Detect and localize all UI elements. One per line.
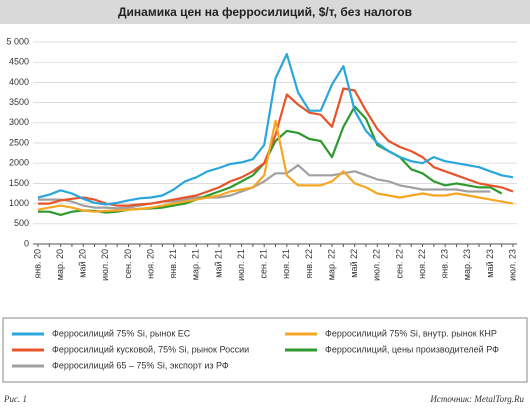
y-tick-label: 4500	[9, 57, 29, 67]
y-tick-label: 5 000	[6, 36, 29, 46]
x-tick-label: мар. 20	[55, 249, 65, 280]
y-tick-label: 2000	[9, 158, 29, 168]
x-tick-label: май 21	[213, 249, 223, 278]
source: Источник: MetalTorg.Ru	[429, 394, 524, 404]
x-tick-label: янв. 23	[440, 249, 450, 279]
x-tick-label: сен. 21	[259, 249, 269, 279]
x-tick-label: мар. 22	[326, 249, 336, 280]
legend-label: Ферросилиций, цены производителей РФ	[325, 344, 499, 354]
y-tick-label: 4000	[9, 77, 29, 87]
y-tick-label: 500	[14, 218, 29, 228]
header-bar	[0, 0, 530, 24]
x-tick-label: май 23	[485, 249, 495, 278]
x-tick-label: ноя. 20	[145, 249, 155, 279]
x-tick-label: ноя. 22	[417, 249, 427, 279]
y-tick-label: 3500	[9, 97, 29, 107]
series-line	[38, 87, 514, 207]
x-tick-label: янв. 20	[32, 249, 42, 279]
x-tick-label: июл. 22	[372, 249, 382, 281]
x-tick-label: янв. 21	[168, 249, 178, 279]
x-tick-label: мар. 21	[191, 249, 201, 280]
x-tick-label: май 22	[349, 249, 359, 278]
legend-label: Ферросилиций 75% Si, внутр. рынок КНР	[325, 328, 497, 338]
y-tick-label: 1500	[9, 178, 29, 188]
legend-label: Ферросилиций кусковой, 75% Si, рынок Рос…	[52, 344, 249, 354]
y-tick-label: 1000	[9, 198, 29, 208]
x-tick-label: мар. 23	[462, 249, 472, 280]
x-tick-label: июл. 20	[100, 249, 110, 281]
x-tick-label: янв. 22	[304, 249, 314, 279]
x-tick-label: июл. 21	[236, 249, 246, 281]
y-tick-label: 2500	[9, 137, 29, 147]
y-tick-label: 0	[24, 238, 29, 248]
series-line	[38, 164, 491, 210]
x-tick-label: сен. 20	[123, 249, 133, 279]
x-tick-label: сен. 22	[394, 249, 404, 279]
figure-label: Рис. 1	[3, 394, 27, 404]
x-tick-label: ноя. 21	[281, 249, 291, 279]
series-line	[37, 119, 514, 213]
series-line	[37, 53, 514, 206]
y-tick-label: 3000	[9, 117, 29, 127]
chart-title: Динамика цен на ферросилиций, $/т, без н…	[118, 5, 412, 19]
x-tick-label: июл. 23	[507, 249, 517, 281]
legend-box	[2, 317, 528, 383]
x-tick-label: май 20	[78, 249, 88, 278]
legend-label: Ферросилиций 75% Si, рынок ЕС	[52, 328, 191, 338]
legend-label: Ферросилиций 65 – 75% Si, экспорт из РФ	[52, 360, 229, 370]
